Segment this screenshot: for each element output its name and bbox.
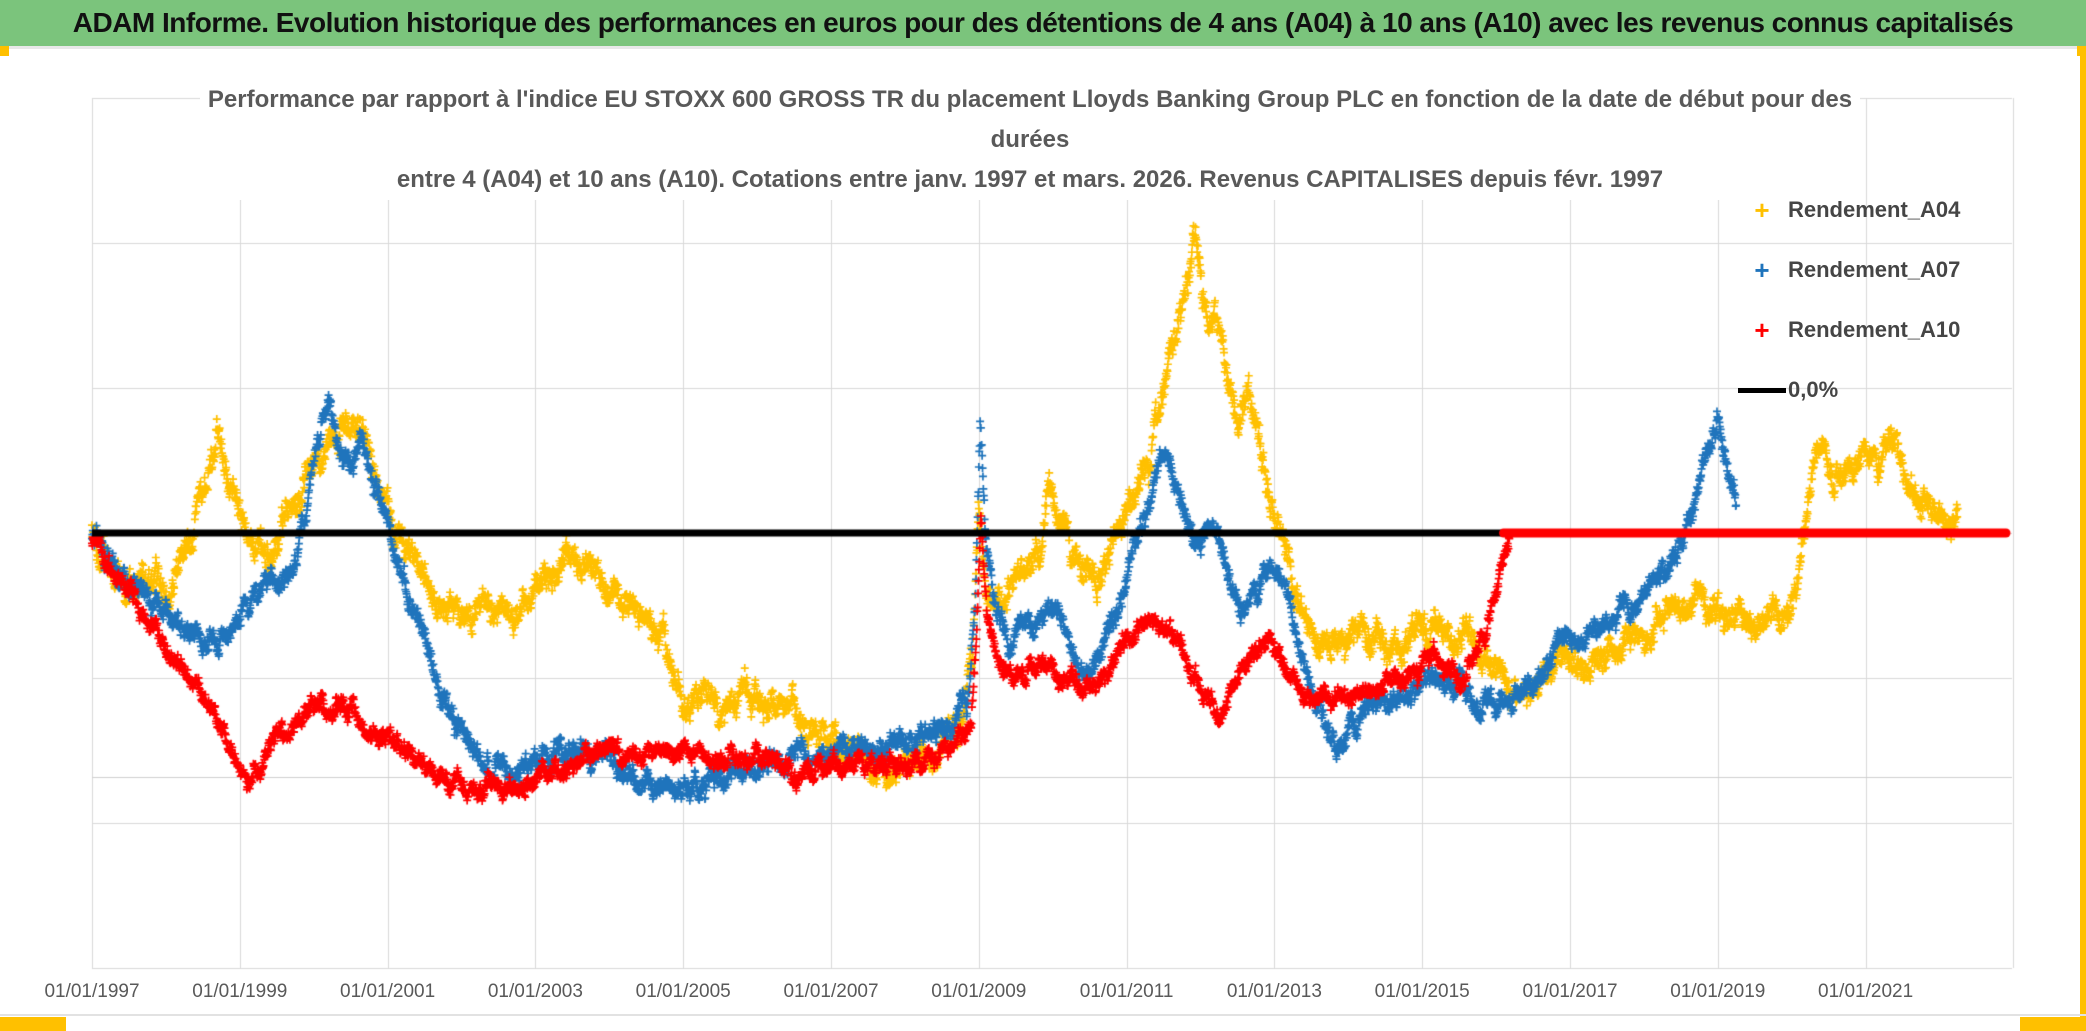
legend-label: Rendement_A10	[1788, 317, 1961, 342]
header-shadow	[0, 46, 2086, 49]
x-axis-tick-label: 01/01/2007	[783, 981, 879, 1002]
zero-line-icon	[1738, 387, 1786, 393]
legend-item-rendement-a10: + Rendement_A10	[1738, 317, 1960, 343]
x-axis-tick-label: 01/01/2021	[1818, 981, 1914, 1002]
gold-accent-top-left	[0, 46, 9, 56]
x-axis-tick-label: 01/01/2019	[1670, 981, 1766, 1002]
x-axis-tick-label: 01/01/1997	[44, 981, 140, 1002]
chart-title: Performance par rapport à l'indice EU ST…	[200, 80, 1860, 200]
x-axis-tick-label: 01/01/2001	[340, 981, 436, 1002]
x-axis-tick-label: 01/01/2011	[1079, 981, 1174, 1002]
chart-title-line-1: Performance par rapport à l'indice EU ST…	[207, 86, 1853, 113]
legend-label: Rendement_A04	[1788, 197, 1961, 222]
x-axis-tick-label: 01/01/2009	[931, 981, 1027, 1002]
gold-accent-right-edge	[2080, 46, 2086, 1031]
bottom-rule	[0, 1014, 2086, 1016]
report-title: ADAM Informe. Evolution historique des p…	[72, 7, 2014, 38]
x-axis-tick-label: 01/01/2005	[635, 981, 731, 1002]
x-axis-tick-label: 01/01/2015	[1374, 981, 1470, 1002]
x-axis-tick-label: 01/01/2003	[487, 981, 583, 1002]
x-axis-tick-label: 01/01/1999	[192, 981, 288, 1002]
legend-item-0-0-: 0,0%	[1738, 377, 1838, 403]
chart-title-line-2: durées	[990, 126, 1070, 153]
legend-label: Rendement_A07	[1788, 257, 1961, 282]
x-axis-tick-label: 01/01/2013	[1226, 981, 1322, 1002]
plus-marker-icon: +	[1754, 255, 1770, 285]
chart-title-line-3: entre 4 (A04) et 10 ans (A10). Cotations…	[396, 166, 1664, 193]
legend-item-rendement-a07: + Rendement_A07	[1738, 257, 1960, 283]
gold-accent-bottom-left	[0, 1017, 66, 1031]
legend-label: 0,0%	[1788, 377, 1839, 402]
plus-marker-icon: +	[1754, 195, 1770, 225]
plus-marker-icon: +	[1754, 315, 1770, 345]
gold-accent-bottom-right	[2020, 1017, 2086, 1031]
x-axis-tick-label: 01/01/2017	[1522, 981, 1618, 1002]
legend-item-rendement-a04: + Rendement_A04	[1738, 197, 1960, 223]
report-header: ADAM Informe. Evolution historique des p…	[0, 0, 2086, 46]
